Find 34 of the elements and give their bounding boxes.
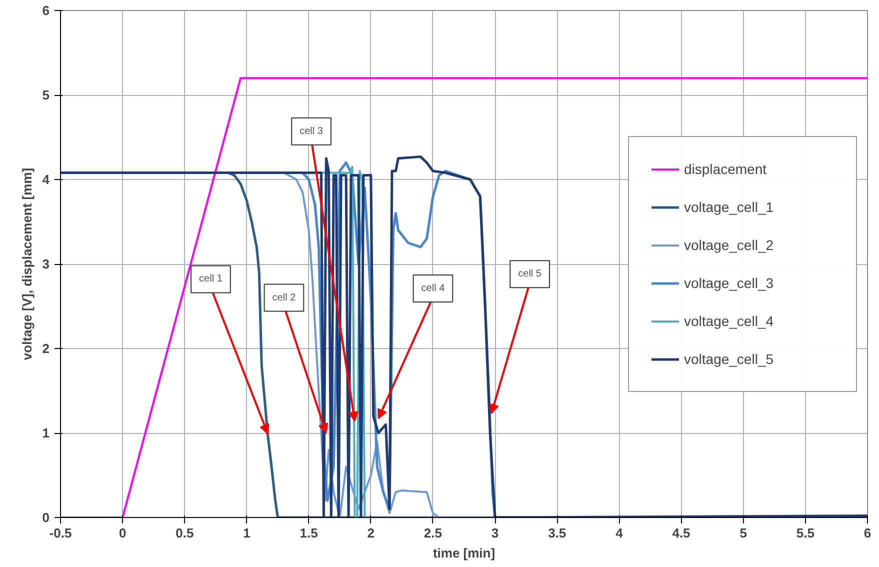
legend-label: voltage_cell_3 [684,274,775,290]
y-tick-label: 5 [42,88,50,102]
annotation: cell 5 [518,268,542,280]
x-tick-label: 3.5 [548,526,566,540]
y-tick-label: 3 [42,256,50,272]
legend-label: voltage_cell_1 [684,198,775,214]
x-tick-label: 5.5 [796,526,814,540]
x-tick-label: 4.5 [672,526,690,540]
annotation: cell 1 [199,274,223,285]
y-axis-title: voltage [V], displacement [mm] [19,168,34,360]
annotation: cell 3 [300,126,324,137]
annotation: cell 4 [421,283,446,294]
legend-label: voltage_cell_4 [684,312,775,328]
x-tick-label: 0 [118,526,126,540]
x-tick-label: 3 [491,526,499,540]
x-tick-label: -0.5 [49,526,72,540]
x-tick-label: 2 [367,526,375,540]
annotation: cell 2 [272,292,296,304]
y-tick-label: 2 [42,341,50,356]
x-axis-title: time [min] [432,546,496,560]
x-tick-label: 1 [243,526,250,540]
y-tick-label: 1 [42,426,50,440]
y-tick-label: 0 [42,510,50,525]
legend-label: displacement [684,160,768,176]
x-tick-label: 2.5 [424,526,442,540]
legend-label: voltage_cell_5 [684,350,775,366]
x-tick-label: 1.5 [300,526,318,540]
x-tick-label: 5 [740,526,747,540]
x-tick-label: 0.5 [176,526,194,540]
y-tick-label: 4 [42,172,50,187]
legend-label: voltage_cell_2 [684,236,775,252]
x-tick-label: 4 [616,526,624,540]
x-tick-label: 6 [864,526,872,540]
y-tick-label: 6 [42,3,50,18]
